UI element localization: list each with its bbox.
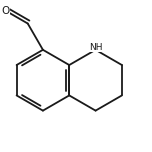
Text: NH: NH: [89, 43, 102, 52]
Text: O: O: [1, 6, 9, 16]
